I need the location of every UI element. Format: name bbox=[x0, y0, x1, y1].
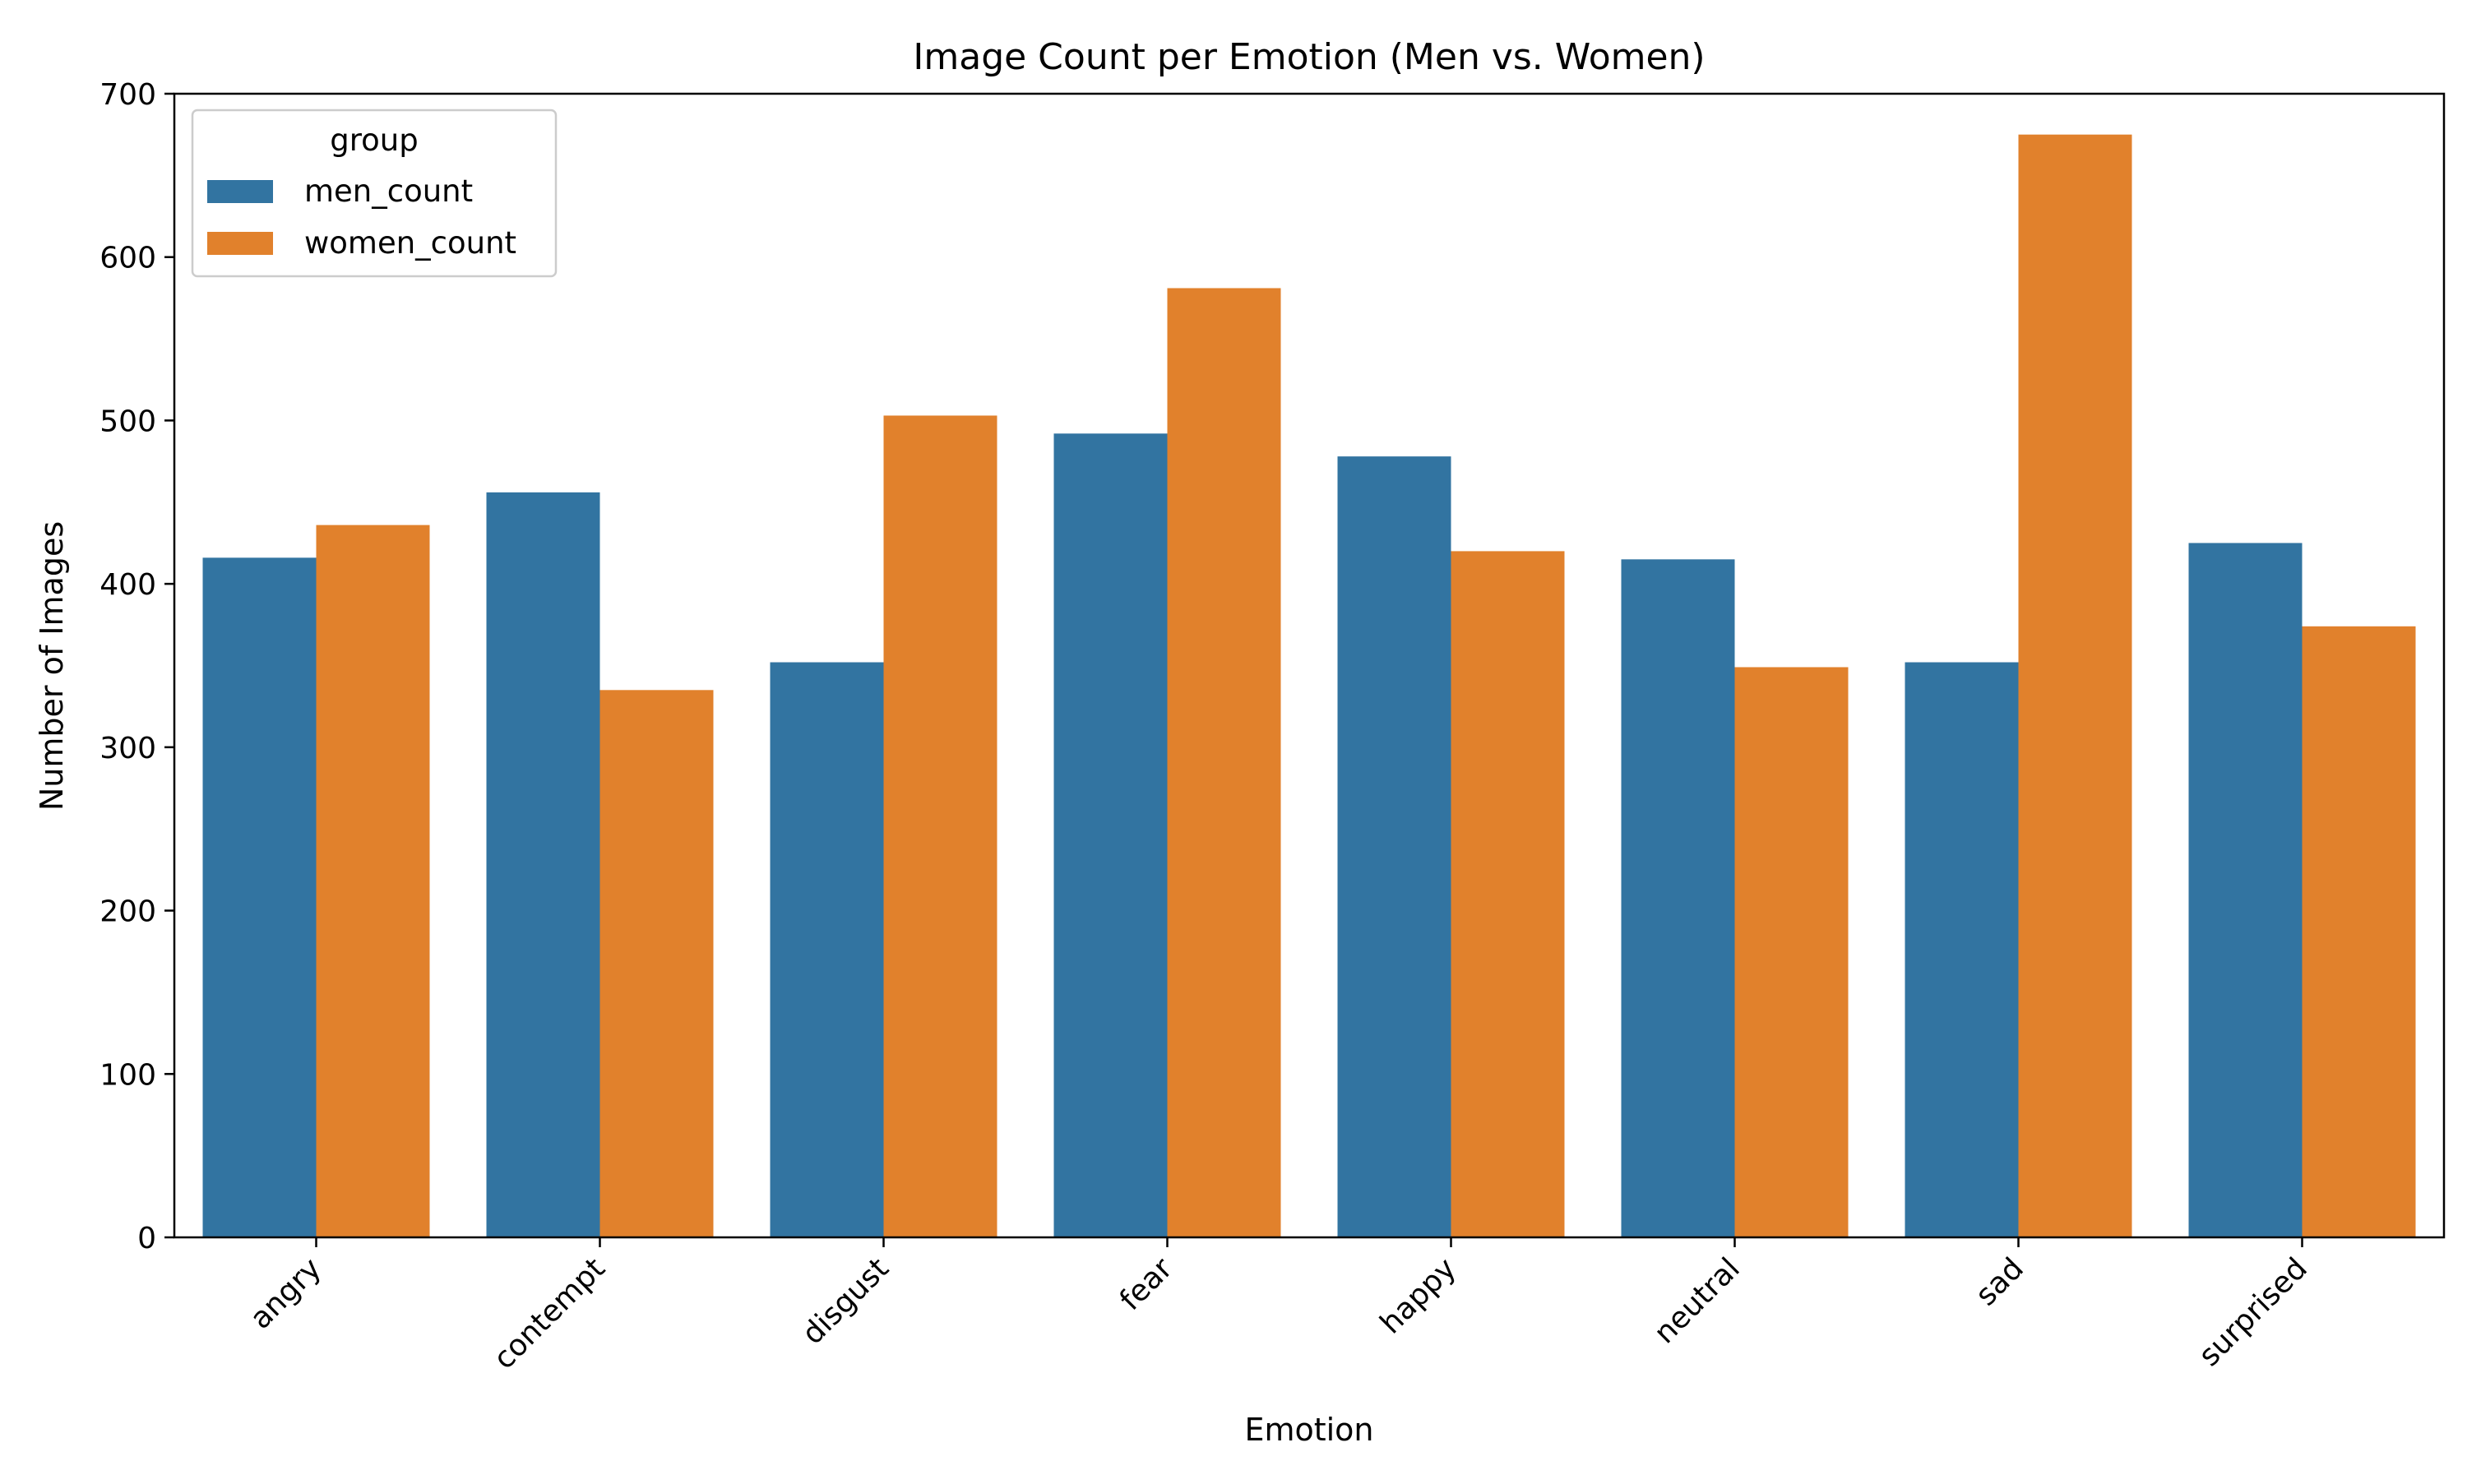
x-tick-label: neutral bbox=[1648, 1251, 1747, 1350]
y-tick-label: 300 bbox=[100, 732, 156, 765]
y-tick-label: 500 bbox=[100, 405, 156, 438]
chart-title: Image Count per Emotion (Men vs. Women) bbox=[913, 36, 1705, 78]
y-tick-label: 100 bbox=[100, 1058, 156, 1092]
axes-layer bbox=[173, 92, 2446, 1239]
bar-women_count-neutral bbox=[1734, 667, 1849, 1237]
bar-women_count-disgust bbox=[883, 415, 997, 1237]
bar-women_count-happy bbox=[1451, 551, 1565, 1237]
bar-women_count-angry bbox=[316, 525, 430, 1237]
bar-women_count-contempt bbox=[599, 690, 714, 1237]
bar-women_count-fear bbox=[1167, 288, 1281, 1238]
x-tick-label: happy bbox=[1374, 1251, 1463, 1340]
plot-frame bbox=[173, 92, 2446, 1239]
x-tick-label: angry bbox=[243, 1251, 327, 1335]
y-tick-label: 200 bbox=[100, 895, 156, 929]
legend-box bbox=[191, 109, 558, 278]
bar-women_count-sad bbox=[2018, 134, 2132, 1237]
y-axis-label: Number of Images bbox=[34, 521, 70, 811]
x-tick-label: fear bbox=[1113, 1251, 1179, 1317]
x-tick-label: contempt bbox=[488, 1251, 612, 1375]
bar-men_count-surprised bbox=[2188, 543, 2303, 1237]
legend-swatch-men bbox=[207, 180, 273, 203]
legend-label-men: men_count bbox=[304, 173, 473, 209]
bar-men_count-contempt bbox=[486, 492, 600, 1237]
bar-men_count-sad bbox=[1905, 662, 2019, 1237]
legend: group men_count women_count bbox=[191, 109, 558, 278]
bar-men_count-angry bbox=[202, 557, 317, 1237]
bar-men_count-fear bbox=[1053, 433, 1168, 1237]
legend-title: group bbox=[330, 123, 418, 158]
y-tick-label: 400 bbox=[100, 568, 156, 602]
legend-swatch-women bbox=[207, 232, 273, 255]
bar-men_count-neutral bbox=[1621, 559, 1735, 1237]
x-tick-label: surprised bbox=[2192, 1251, 2314, 1373]
x-tick-label: disgust bbox=[796, 1251, 896, 1351]
y-tick-label: 0 bbox=[137, 1222, 156, 1255]
bar-women_count-surprised bbox=[2302, 626, 2416, 1237]
bar-men_count-happy bbox=[1337, 456, 1451, 1237]
x-tick-label: sad bbox=[1969, 1251, 2030, 1312]
bars-layer bbox=[202, 134, 2416, 1238]
legend-label-women: women_count bbox=[304, 225, 516, 261]
y-tick-label: 700 bbox=[100, 78, 156, 112]
x-axis-label: Emotion bbox=[1244, 1412, 1373, 1448]
bar-men_count-disgust bbox=[770, 662, 884, 1237]
y-tick-label: 600 bbox=[100, 242, 156, 275]
